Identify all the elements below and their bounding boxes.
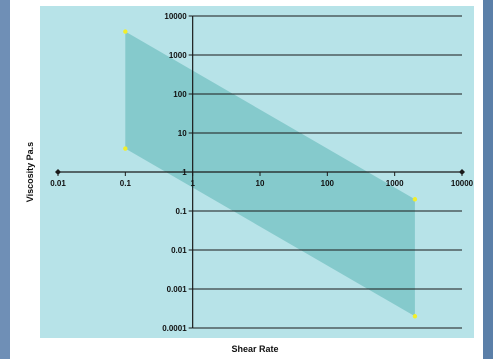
y-tick-label: 1000 (169, 51, 187, 60)
data-points (55, 29, 465, 319)
x-axis-end-marker (459, 169, 465, 175)
data-point (412, 197, 418, 202)
y-tick-label: 100 (173, 90, 187, 99)
gridlines (192, 15, 462, 329)
x-tick-label: 0.01 (50, 179, 66, 188)
x-tick-label: 10000 (451, 179, 474, 188)
data-point (412, 314, 418, 319)
right-border (483, 0, 493, 359)
x-tick-label: 100 (321, 179, 335, 188)
data-point (123, 29, 128, 34)
y-tick-label: 10 (178, 129, 187, 138)
x-axis-start-marker (55, 169, 61, 175)
x-axis-title: Shear Rate (231, 344, 278, 354)
x-tick-label: 1 (190, 179, 195, 188)
y-tick-label: 1 (182, 168, 187, 177)
y-tick-label: 0.01 (171, 246, 187, 255)
y-tick-label: 10000 (164, 12, 187, 21)
viscosity-band (125, 31, 415, 317)
left-border (0, 0, 10, 359)
y-tick-label: 0.001 (167, 285, 188, 294)
y-tick-label: 0.0001 (162, 324, 187, 333)
x-tick-label: 0.1 (120, 179, 132, 188)
x-tick-labels: 0.01 0.1 1 10 100 1000 10000 (50, 172, 474, 188)
y-tick-label: 0.1 (176, 207, 188, 216)
x-tick-label: 10 (256, 179, 265, 188)
y-tick-labels: 0.0001 0.001 0.01 0.1 1 10 100 1000 10000 (162, 12, 193, 333)
y-axis-title: Viscosity Pa.s (25, 142, 35, 202)
data-point (123, 146, 128, 151)
x-tick-label: 1000 (386, 179, 404, 188)
